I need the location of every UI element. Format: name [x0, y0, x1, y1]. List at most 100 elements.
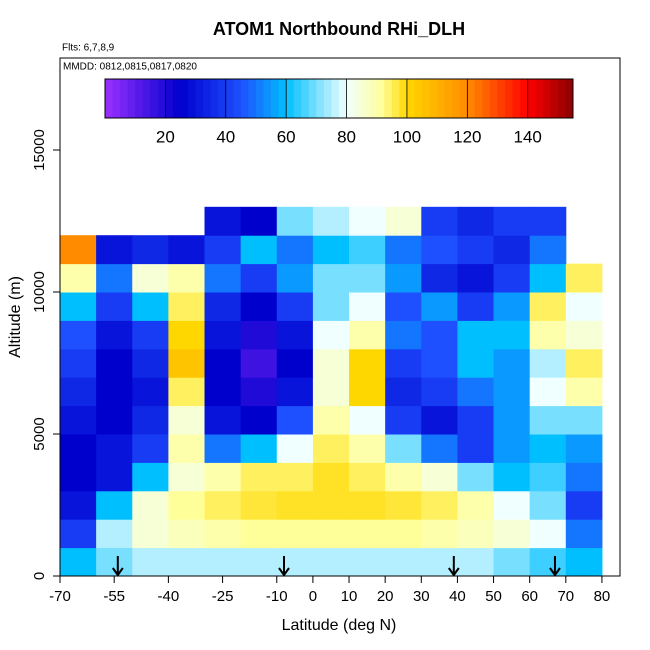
- y-tick-label: 10000: [31, 271, 48, 313]
- colorbar-segment: [535, 79, 544, 118]
- heat-cell: [493, 206, 531, 236]
- heat-cell: [493, 377, 531, 407]
- x-tick-label: -55: [103, 588, 125, 605]
- heat-cell: [240, 462, 278, 492]
- colorbar-segment: [542, 79, 551, 118]
- heat-cell: [529, 490, 567, 520]
- heat-cell: [60, 547, 97, 577]
- colorbar-tick-label: 120: [453, 127, 481, 146]
- heat-cell: [421, 490, 458, 520]
- heat-cell: [529, 377, 567, 407]
- y-tick-label: 5000: [31, 417, 48, 450]
- heat-cell: [96, 235, 133, 265]
- heat-cell: [132, 519, 169, 549]
- heat-cell: [60, 490, 97, 520]
- heat-cell: [276, 434, 314, 463]
- heat-cell: [312, 235, 350, 265]
- heat-cell: [204, 434, 242, 463]
- heat-cell: [529, 235, 567, 265]
- colorbar-segment: [142, 79, 151, 118]
- heat-cell: [421, 292, 458, 321]
- heat-cell: [421, 405, 458, 435]
- colorbar-segment: [218, 79, 227, 118]
- heat-cell: [204, 377, 242, 407]
- colorbar-segment: [512, 79, 521, 118]
- x-tick-label: 70: [557, 588, 574, 605]
- heat-cell: [493, 519, 531, 549]
- heat-cell: [565, 547, 603, 577]
- heat-cell: [204, 405, 242, 435]
- y-tick-label: 15000: [31, 129, 48, 171]
- colorbar-segment: [316, 79, 325, 118]
- colorbar-segment: [195, 79, 204, 118]
- heat-cell: [385, 377, 422, 407]
- heat-cell: [312, 348, 350, 378]
- heat-cell: [132, 462, 169, 492]
- x-tick-label: 40: [449, 588, 466, 605]
- colorbar-segment: [489, 79, 499, 118]
- colorbar-segment: [188, 79, 197, 118]
- x-tick-label: -70: [49, 588, 71, 605]
- heat-cell: [132, 377, 169, 407]
- heat-cell: [312, 405, 350, 435]
- heat-cell: [457, 547, 495, 577]
- heat-cell: [204, 348, 242, 378]
- annotation: MMDD: 0812,0815,0817,0820: [63, 62, 197, 73]
- heat-cell: [385, 434, 422, 463]
- heat-cell: [385, 405, 422, 435]
- heat-cell: [132, 547, 169, 577]
- colorbar-tick-label: 100: [393, 127, 421, 146]
- colorbar-segment: [467, 79, 476, 118]
- colorbar-segment: [384, 79, 393, 118]
- heat-cell: [385, 547, 422, 577]
- heat-cell: [168, 348, 206, 378]
- heat-cell: [204, 547, 242, 577]
- colorbar-segment: [565, 79, 574, 118]
- heat-cell: [349, 235, 386, 265]
- heat-cell: [493, 405, 531, 435]
- heat-cell: [457, 377, 495, 407]
- heat-cell: [312, 462, 350, 492]
- heat-cell: [168, 292, 206, 321]
- heat-cell: [276, 490, 314, 520]
- heat-cell: [493, 235, 531, 265]
- heat-cell: [457, 490, 495, 520]
- heat-cell: [349, 263, 386, 293]
- heat-cell: [349, 405, 386, 435]
- heat-cell: [204, 490, 242, 520]
- heat-cell: [385, 462, 422, 492]
- heat-cell: [457, 462, 495, 492]
- heat-cell: [240, 519, 278, 549]
- heat-cell: [96, 405, 133, 435]
- heat-cell: [312, 377, 350, 407]
- heat-cell: [385, 490, 422, 520]
- heat-cell: [96, 462, 133, 492]
- heat-cell: [240, 490, 278, 520]
- heat-cell: [349, 462, 386, 492]
- heat-cell: [457, 434, 495, 463]
- heat-cell: [457, 320, 495, 350]
- heat-cell: [96, 519, 133, 549]
- heat-cell: [96, 490, 133, 520]
- colorbar-segment: [527, 79, 536, 118]
- heat-cell: [240, 320, 278, 350]
- heat-cell: [60, 377, 97, 407]
- heat-cell: [204, 292, 242, 321]
- colorbar-segment: [459, 79, 468, 118]
- x-tick-label: 10: [341, 588, 358, 605]
- heat-cell: [96, 320, 133, 350]
- heat-cell: [168, 462, 206, 492]
- colorbar-segment: [203, 79, 212, 118]
- heat-cell: [168, 434, 206, 463]
- x-tick-label: 20: [377, 588, 394, 605]
- heat-cell: [529, 348, 567, 378]
- heat-cell: [349, 348, 386, 378]
- heat-cell: [349, 292, 386, 321]
- heat-cell: [457, 206, 495, 236]
- heat-cell: [421, 434, 458, 463]
- heat-cell: [565, 519, 603, 549]
- colorbar-segment: [550, 79, 559, 118]
- x-tick-label: -25: [212, 588, 234, 605]
- colorbar-segment: [105, 79, 114, 118]
